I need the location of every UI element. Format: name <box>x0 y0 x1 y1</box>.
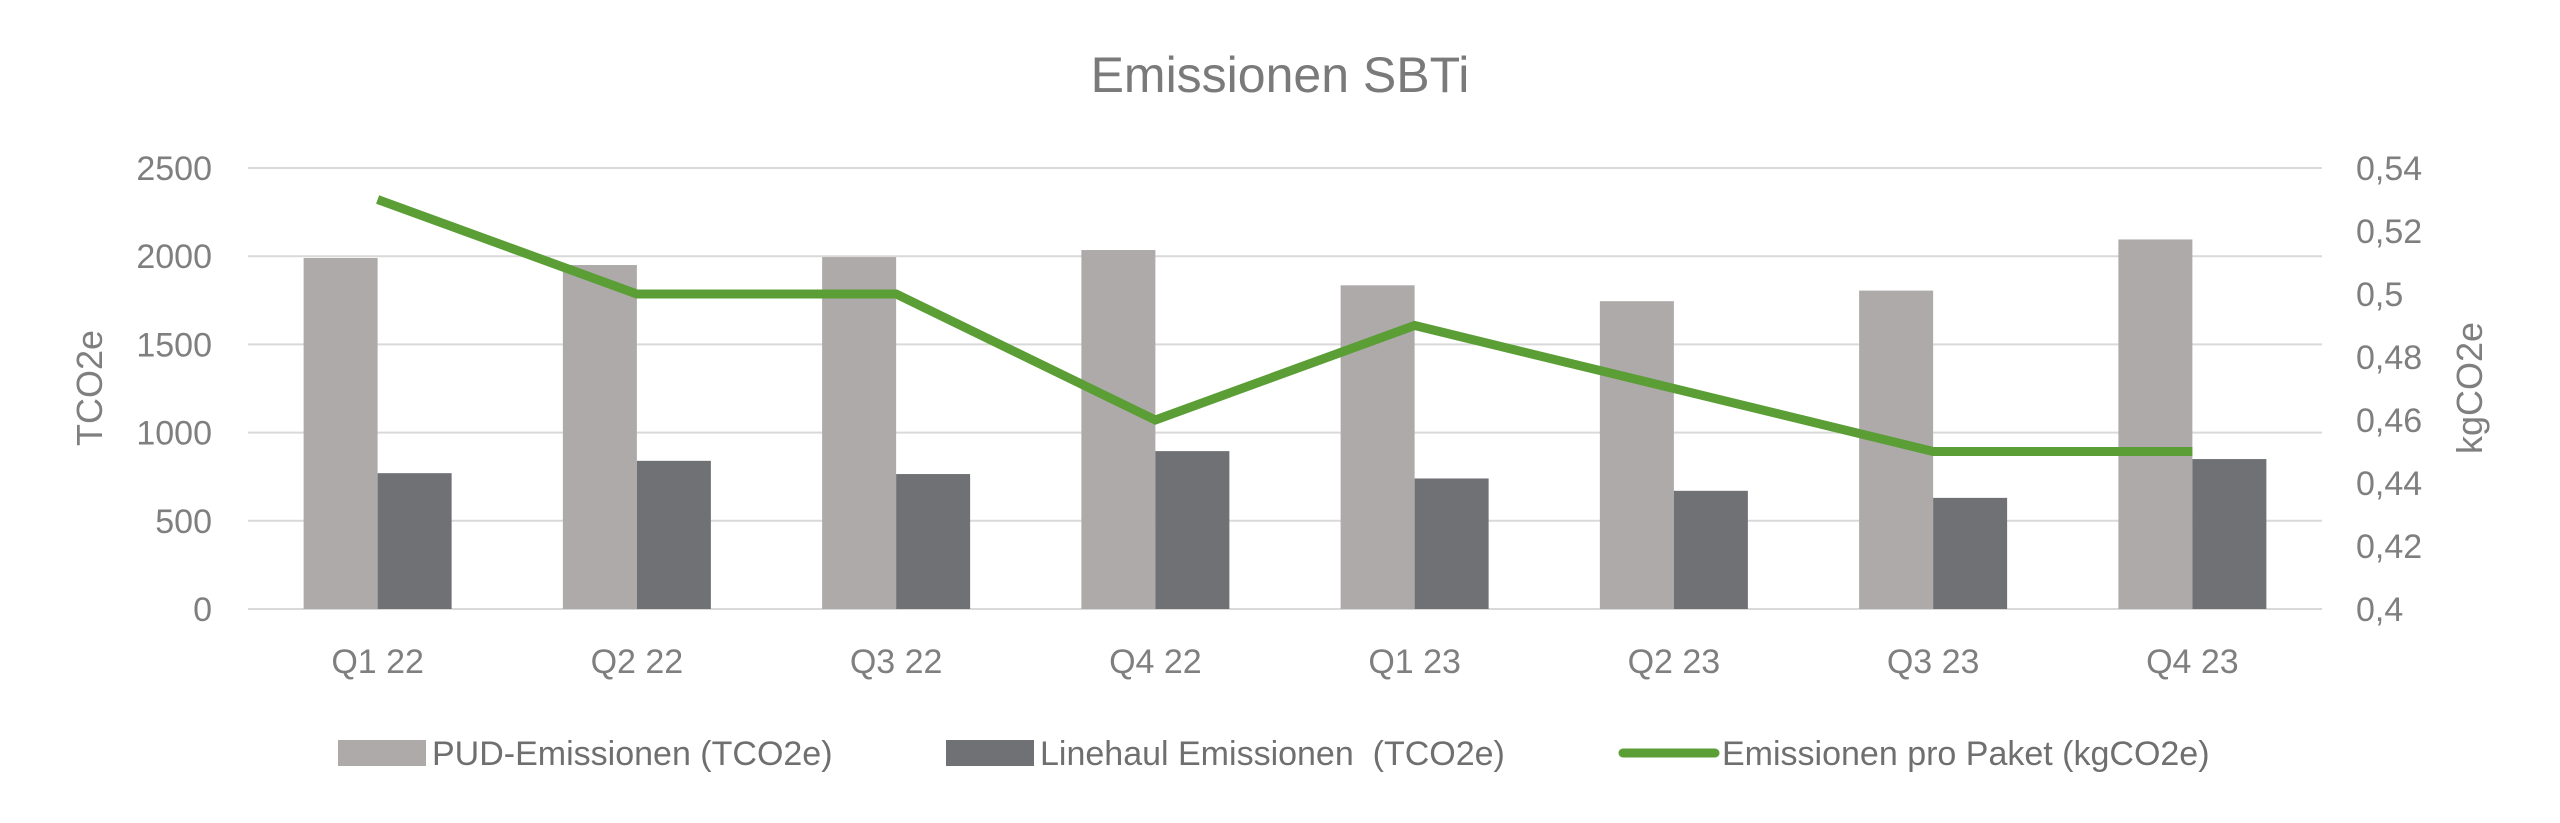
bar <box>1414 478 1489 609</box>
series-line <box>376 195 2193 456</box>
y2-axis-label: kgCO2e <box>2449 322 2490 454</box>
y-tick-label: 2000 <box>136 238 212 276</box>
bar <box>1673 490 1748 609</box>
x-tick-label: Q1 23 <box>1368 643 1461 681</box>
bar <box>2192 459 2267 609</box>
legend-label: PUD-Emissionen (TCO2e) <box>432 735 833 773</box>
y-axis-label: TCO2e <box>69 330 110 446</box>
bar <box>1155 451 1230 609</box>
bar <box>1081 250 1156 609</box>
y-tick-label: 1000 <box>136 415 212 453</box>
y2-tick-label: 0,54 <box>2356 150 2422 188</box>
x-tick-label: Q4 23 <box>2146 643 2239 681</box>
bar <box>896 474 971 609</box>
x-tick-label: Q2 22 <box>591 643 684 681</box>
y-tick-label: 2500 <box>136 150 212 188</box>
y2-tick-label: 0,48 <box>2356 339 2422 377</box>
y2-tick-label: 0,44 <box>2356 465 2422 503</box>
y-tick-label: 0 <box>193 591 212 629</box>
chart-title: Emissionen SBTi <box>1091 47 1470 103</box>
y2-tick-label: 0,46 <box>2356 402 2422 440</box>
y2-tick-label: 0,5 <box>2356 276 2403 314</box>
line-series <box>376 195 2193 456</box>
bar <box>636 460 711 609</box>
x-tick-label: Q4 22 <box>1109 643 1202 681</box>
y-tick-label: 500 <box>155 503 212 541</box>
legend: PUD-Emissionen (TCO2e) Linehaul Emissione… <box>338 735 2210 773</box>
legend-label: Emissionen pro Paket (kgCO2e) <box>1722 735 2210 773</box>
bar <box>303 257 378 609</box>
bar <box>822 257 897 609</box>
legend-swatch <box>946 740 1034 766</box>
bar <box>1599 301 1674 609</box>
x-tick-label: Q2 23 <box>1628 643 1721 681</box>
bar <box>562 265 637 609</box>
y-tick-label: 1500 <box>136 326 212 364</box>
x-tick-label: Q3 23 <box>1887 643 1980 681</box>
bars <box>303 239 2267 609</box>
y2-tick-label: 0,42 <box>2356 528 2422 566</box>
legend-swatch <box>338 740 426 766</box>
x-tick-label: Q1 22 <box>331 643 424 681</box>
gridlines <box>248 167 2322 610</box>
x-tick-label: Q3 22 <box>850 643 943 681</box>
bar <box>1933 497 2008 609</box>
bar <box>2118 239 2193 609</box>
y2-tick-label: 0,4 <box>2356 591 2403 629</box>
axis-ticks: 0 500 1000 1500 2000 2500 0,4 0,42 0,44 0,46 0,48 0… <box>136 150 2422 681</box>
legend-label: Linehaul Emissionen (TCO2e) <box>1040 735 1505 773</box>
bar <box>377 473 452 609</box>
y2-tick-label: 0,52 <box>2356 213 2422 251</box>
